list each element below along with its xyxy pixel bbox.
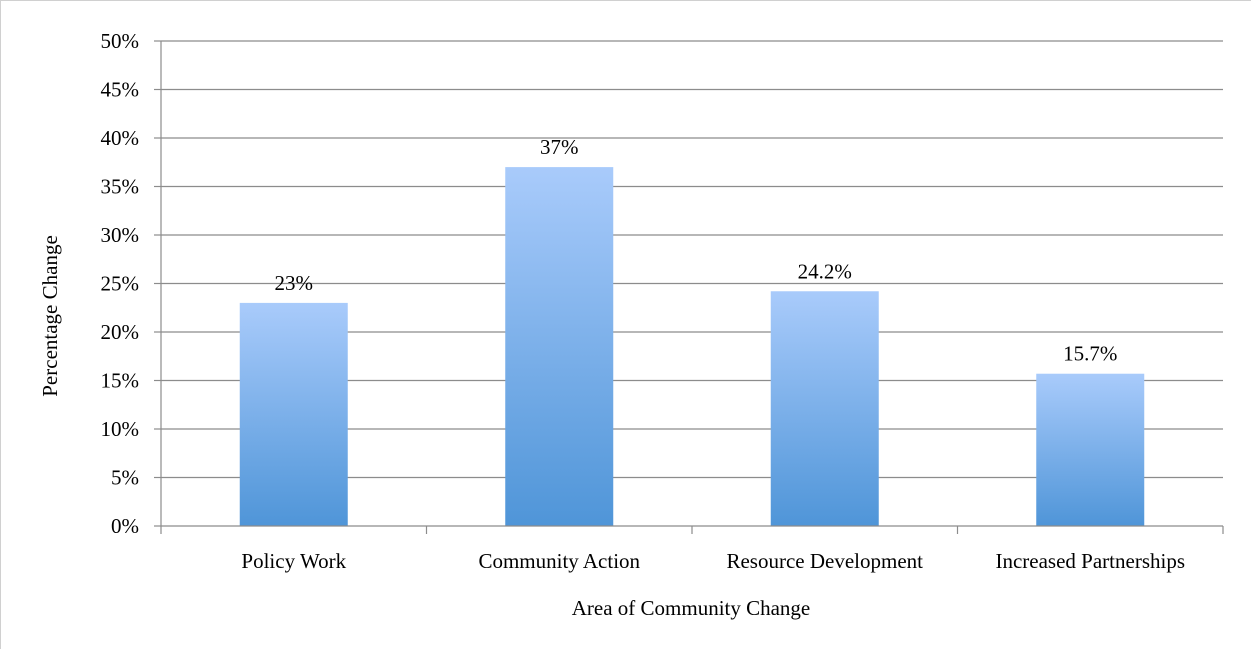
bar — [505, 167, 614, 526]
axes — [154, 40, 1224, 534]
y-tick-label: 35% — [101, 175, 140, 199]
y-tick-label: 50% — [101, 29, 140, 53]
bar — [1036, 373, 1145, 526]
y-tick-label: 20% — [101, 320, 140, 344]
bar — [239, 302, 348, 526]
x-axis-title: Area of Community Change — [572, 596, 811, 620]
labels: 0% 5% 10% 15% 20% 25% 30% 35% 40% 45% 50% 23% Policy… — [101, 29, 1186, 573]
y-tick-label: 5% — [111, 466, 139, 490]
y-tick-label: 0% — [111, 514, 139, 538]
x-tick-label: Resource Development — [726, 549, 923, 573]
x-tick-label: Policy Work — [241, 549, 346, 573]
bar — [770, 291, 879, 526]
data-label: 15.7% — [1063, 342, 1117, 366]
bars — [239, 167, 1145, 526]
y-tick-label: 45% — [101, 78, 140, 102]
y-tick-label: 40% — [101, 126, 140, 150]
x-tick-label: Community Action — [478, 549, 640, 573]
x-tick-label: Increased Partnerships — [995, 549, 1185, 573]
data-label: 24.2% — [798, 259, 852, 283]
y-tick-label: 10% — [101, 417, 140, 441]
y-tick-label: 25% — [101, 272, 140, 296]
y-tick-label: 15% — [101, 369, 140, 393]
data-label: 23% — [275, 271, 314, 295]
y-axis-title: Percentage Change — [38, 235, 62, 397]
data-label: 37% — [540, 135, 579, 159]
y-tick-label: 30% — [101, 223, 140, 247]
